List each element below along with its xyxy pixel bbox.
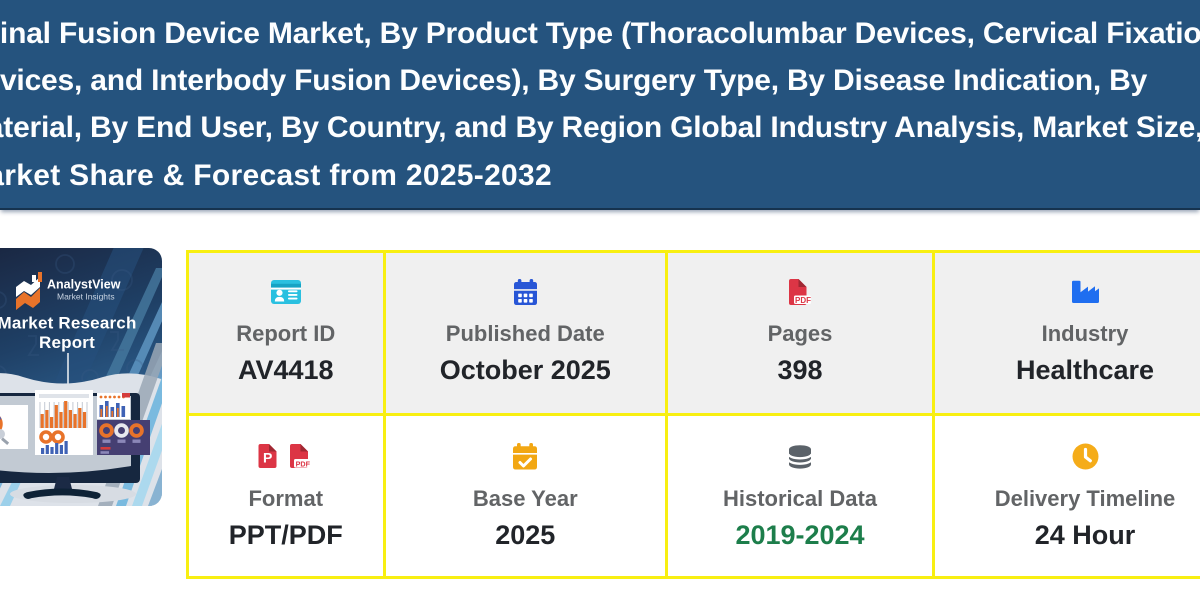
svg-text:Report: Report — [39, 333, 95, 352]
svg-text:P: P — [263, 449, 272, 465]
svg-text:PDF: PDF — [795, 295, 811, 304]
svg-text:AnalystView: AnalystView — [47, 278, 121, 292]
svg-text:Market Research: Market Research — [0, 314, 137, 333]
svg-text:PDF: PDF — [295, 459, 310, 468]
svg-text:Market Insights: Market Insights — [57, 292, 115, 302]
